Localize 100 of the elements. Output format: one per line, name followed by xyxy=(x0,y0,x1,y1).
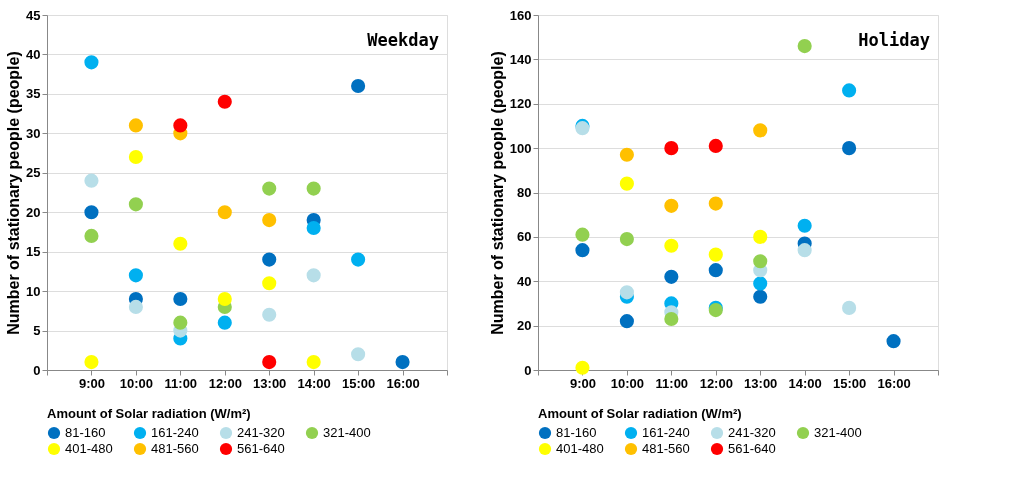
x-tick-label: 14:00 xyxy=(297,375,331,391)
legend-label: 81-160 xyxy=(65,425,106,440)
legend-title: Amount of Solar radiation (W/m²) xyxy=(538,406,742,421)
point xyxy=(619,285,634,300)
point xyxy=(708,196,723,211)
y-axis-title: Number of stationary people (people) xyxy=(488,51,506,335)
x-tick-label: 10:00 xyxy=(119,375,154,391)
y-tick-label: 20 xyxy=(26,204,41,220)
point xyxy=(306,220,321,236)
point xyxy=(84,173,99,188)
x-tick-label: 15:00 xyxy=(832,375,867,391)
point xyxy=(84,228,99,243)
y-tick-label: 100 xyxy=(509,140,532,156)
legend-label: 161-240 xyxy=(642,425,690,440)
y-tick-label: 60 xyxy=(517,229,532,245)
point xyxy=(262,276,277,291)
point xyxy=(173,236,188,251)
point xyxy=(217,205,232,220)
point xyxy=(84,355,99,370)
point xyxy=(575,243,590,258)
x-tick-label: 12:00 xyxy=(208,375,242,391)
point xyxy=(128,197,143,212)
x-tick-label: 16:00 xyxy=(386,375,420,391)
point xyxy=(753,276,768,291)
point xyxy=(664,311,679,327)
point xyxy=(84,205,99,220)
legend-label: 321-400 xyxy=(323,425,371,440)
x-tick-label: 13:00 xyxy=(253,375,287,391)
x-tick-label: 9:00 xyxy=(569,375,596,391)
point xyxy=(217,315,232,330)
point xyxy=(753,229,768,244)
point xyxy=(351,347,366,362)
point xyxy=(217,94,232,109)
point xyxy=(306,268,321,283)
point xyxy=(84,55,99,70)
legend-label: 81-160 xyxy=(556,425,597,440)
x-tick-label: 11:00 xyxy=(655,375,689,391)
x-tick-label: 12:00 xyxy=(699,375,733,391)
y-tick-label: 40 xyxy=(517,273,532,289)
point xyxy=(128,299,143,314)
point xyxy=(619,176,634,191)
point xyxy=(173,315,188,330)
point xyxy=(619,147,634,162)
legend-label: 481-560 xyxy=(151,441,199,456)
legend-label: 401-480 xyxy=(556,441,604,456)
y-tick-label: 160 xyxy=(509,7,532,23)
point xyxy=(664,269,679,284)
x-tick-label: 14:00 xyxy=(788,375,822,391)
legend-label: 561-640 xyxy=(728,441,776,456)
point xyxy=(708,247,723,262)
legend-label: 401-480 xyxy=(65,441,113,456)
point xyxy=(842,300,857,315)
point xyxy=(262,355,277,370)
point xyxy=(306,355,321,370)
annotation: Weekday xyxy=(367,30,439,50)
annotation: Holiday xyxy=(858,30,930,50)
x-tick-label: 13:00 xyxy=(744,375,778,391)
point xyxy=(797,218,812,233)
y-tick-label: 15 xyxy=(26,244,41,260)
y-tick-label: 25 xyxy=(26,165,41,181)
y-tick-label: 40 xyxy=(26,46,41,62)
point xyxy=(708,263,723,278)
y-tick-label: 5 xyxy=(33,323,41,339)
y-tick-label: 0 xyxy=(33,362,41,378)
point xyxy=(575,360,590,375)
x-tick-label: 15:00 xyxy=(341,375,376,391)
y-tick-label: 140 xyxy=(509,51,532,67)
point xyxy=(262,307,277,322)
point xyxy=(395,355,410,370)
point xyxy=(262,181,277,196)
legend-label: 321-400 xyxy=(814,425,862,440)
point xyxy=(173,291,188,307)
point xyxy=(664,198,679,213)
point xyxy=(842,83,857,98)
point xyxy=(262,213,277,228)
point xyxy=(128,118,143,133)
point xyxy=(842,141,857,156)
point xyxy=(797,243,812,258)
point xyxy=(128,268,143,283)
point xyxy=(797,39,812,54)
point xyxy=(753,123,768,138)
x-tick-label: 16:00 xyxy=(877,375,911,391)
y-tick-label: 35 xyxy=(26,86,41,102)
point xyxy=(128,149,143,165)
point xyxy=(753,254,768,269)
y-tick-label: 30 xyxy=(26,125,41,141)
legend-label: 481-560 xyxy=(642,441,690,456)
point xyxy=(886,334,901,349)
point xyxy=(664,238,679,253)
point xyxy=(217,291,232,307)
y-tick-label: 10 xyxy=(26,283,41,299)
x-tick-label: 11:00 xyxy=(164,375,198,391)
point xyxy=(664,141,679,156)
point xyxy=(619,232,634,247)
legend-label: 561-640 xyxy=(237,441,285,456)
y-tick-label: 120 xyxy=(509,96,532,112)
legend-label: 241-320 xyxy=(237,425,285,440)
legend-label: 161-240 xyxy=(151,425,199,440)
point xyxy=(306,181,321,196)
point xyxy=(351,252,366,267)
